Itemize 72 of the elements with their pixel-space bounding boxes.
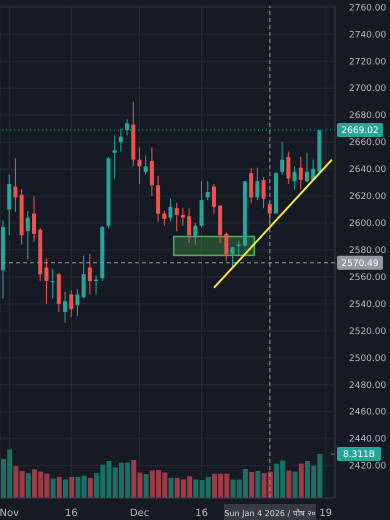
y-tick-label: 2460.00 [349,408,386,418]
y-tick-label: 2420.00 [349,462,386,472]
candlestick [280,142,284,175]
y-tick-label: 2520.00 [349,326,386,337]
candlestick [94,275,98,295]
x-tick-label: 16 [64,508,78,519]
bar [26,473,31,498]
y-tick-label: 2680.00 [349,111,386,122]
bar [292,472,298,498]
candlestick [69,290,74,318]
bar [56,476,62,498]
candlestick [144,155,148,175]
candlestick [206,180,210,201]
candlestick [212,183,216,214]
x-tick-label: 19 [319,508,332,519]
bar [69,476,74,498]
candlestick [32,196,36,242]
candlestick [187,208,192,244]
ref-line-label: 2669.02 [341,126,379,136]
y-tick-label: 2740.00 [349,30,386,40]
bar [88,478,93,498]
y-tick-label: 2640.00 [349,165,386,176]
y-tick-label: 2620.00 [349,192,386,202]
bar [144,474,149,498]
bar [298,464,304,498]
y-tick-label: 2580.00 [349,246,386,256]
y-tick-label: 2500.00 [349,354,386,364]
candlestick [262,176,266,209]
y-tick-label: 2480.00 [349,380,386,391]
candlestick [26,210,30,260]
y-tick-label: 2720.00 [349,57,386,68]
candlestick [286,151,290,184]
bar [50,478,56,498]
candlestick [230,246,235,268]
candlestick [75,288,80,317]
candlestick [63,291,68,324]
x-tick-label: 16 [195,508,208,519]
candlestick [44,258,48,304]
candlestick [13,158,18,213]
candlestick [162,210,166,226]
y-tick-label: 2760.00 [349,3,386,14]
candlestick [168,198,172,222]
candlestick [82,254,86,300]
y-tick-label: 2600.00 [349,219,386,230]
candlestick [224,232,228,262]
y-tick-label: 2700.00 [349,84,386,94]
y-tick-label: 2660.00 [349,138,386,148]
y-tick-label: 2540.00 [349,300,386,310]
candlestick [137,147,142,184]
y-tick-label: 2560.00 [349,272,386,283]
bar [63,479,68,498]
candlestick [292,166,297,190]
candlestick [193,222,198,246]
candlestick [255,167,260,201]
bar [249,472,254,498]
candlestick [180,208,185,226]
candlestick [298,156,303,190]
x-tick-label: Dec [130,508,150,519]
candlestick [174,202,179,232]
x-tick-label: Nov [0,508,20,519]
candlestick [112,134,117,180]
bar [255,471,260,498]
bar [168,478,174,498]
candlestick [236,240,241,256]
bar [286,470,292,498]
x-tick-label: Sun Jan 4 2026 / पौष २० [224,508,316,518]
candlestick [88,254,92,295]
y-tick-label: 2440.00 [349,434,386,445]
y2-tick-label: 8.311B [343,450,375,460]
candlestick [304,152,309,184]
ref-line-label: 2570.49 [341,258,379,269]
candlestick [50,268,55,300]
